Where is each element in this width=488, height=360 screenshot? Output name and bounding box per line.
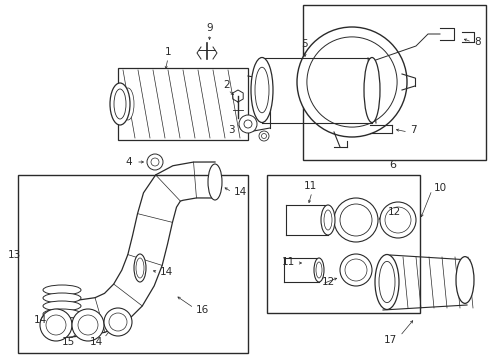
Text: 6: 6	[389, 160, 396, 170]
Text: 2: 2	[223, 80, 230, 90]
Circle shape	[109, 313, 127, 331]
Text: 14: 14	[234, 187, 247, 197]
Circle shape	[384, 207, 410, 233]
Text: 7: 7	[409, 125, 416, 135]
Ellipse shape	[110, 83, 130, 125]
Ellipse shape	[207, 164, 222, 200]
Circle shape	[72, 309, 104, 341]
Bar	[266, 175, 419, 313]
Ellipse shape	[315, 262, 321, 278]
Bar	[118, 68, 247, 140]
Text: 12: 12	[321, 277, 335, 287]
Ellipse shape	[43, 301, 81, 311]
Circle shape	[78, 315, 98, 335]
Ellipse shape	[114, 89, 126, 119]
Ellipse shape	[136, 258, 143, 278]
Text: 11: 11	[281, 257, 294, 267]
Text: 15: 15	[61, 337, 75, 347]
Circle shape	[339, 204, 371, 236]
Circle shape	[147, 154, 163, 170]
Text: 14: 14	[34, 315, 47, 325]
Circle shape	[244, 120, 251, 128]
Circle shape	[104, 308, 132, 336]
Circle shape	[259, 131, 268, 141]
Text: 4: 4	[125, 157, 132, 167]
Text: 3: 3	[228, 125, 235, 135]
Ellipse shape	[43, 309, 81, 319]
Circle shape	[261, 134, 266, 139]
Circle shape	[333, 198, 377, 242]
Text: 14: 14	[89, 337, 102, 347]
Ellipse shape	[43, 293, 81, 303]
Circle shape	[239, 115, 257, 133]
Text: 8: 8	[473, 37, 480, 47]
Ellipse shape	[254, 67, 268, 113]
Ellipse shape	[374, 255, 398, 310]
Text: 14: 14	[160, 267, 173, 277]
Bar	[18, 175, 247, 353]
Ellipse shape	[324, 210, 331, 230]
Circle shape	[379, 202, 415, 238]
Ellipse shape	[120, 89, 130, 119]
Text: 9: 9	[206, 23, 213, 33]
Circle shape	[339, 254, 371, 286]
Ellipse shape	[378, 261, 394, 303]
Circle shape	[151, 158, 159, 166]
Text: 10: 10	[433, 183, 446, 193]
Ellipse shape	[134, 254, 146, 282]
Text: 16: 16	[196, 305, 209, 315]
Circle shape	[40, 309, 72, 341]
Circle shape	[296, 27, 406, 137]
Text: 17: 17	[383, 335, 396, 345]
Circle shape	[345, 259, 366, 281]
Ellipse shape	[320, 205, 334, 235]
Text: 13: 13	[8, 250, 21, 260]
Ellipse shape	[118, 90, 126, 118]
Ellipse shape	[250, 58, 272, 122]
Text: 12: 12	[387, 207, 401, 217]
Bar	[303, 5, 485, 160]
Ellipse shape	[122, 88, 134, 120]
Circle shape	[306, 37, 396, 127]
Circle shape	[46, 315, 66, 335]
Text: 11: 11	[303, 181, 316, 191]
Ellipse shape	[43, 285, 81, 295]
Text: 1: 1	[164, 47, 171, 57]
Ellipse shape	[363, 58, 379, 122]
Ellipse shape	[455, 257, 473, 303]
Text: 5: 5	[301, 39, 307, 49]
Ellipse shape	[313, 258, 324, 282]
Ellipse shape	[43, 317, 81, 327]
